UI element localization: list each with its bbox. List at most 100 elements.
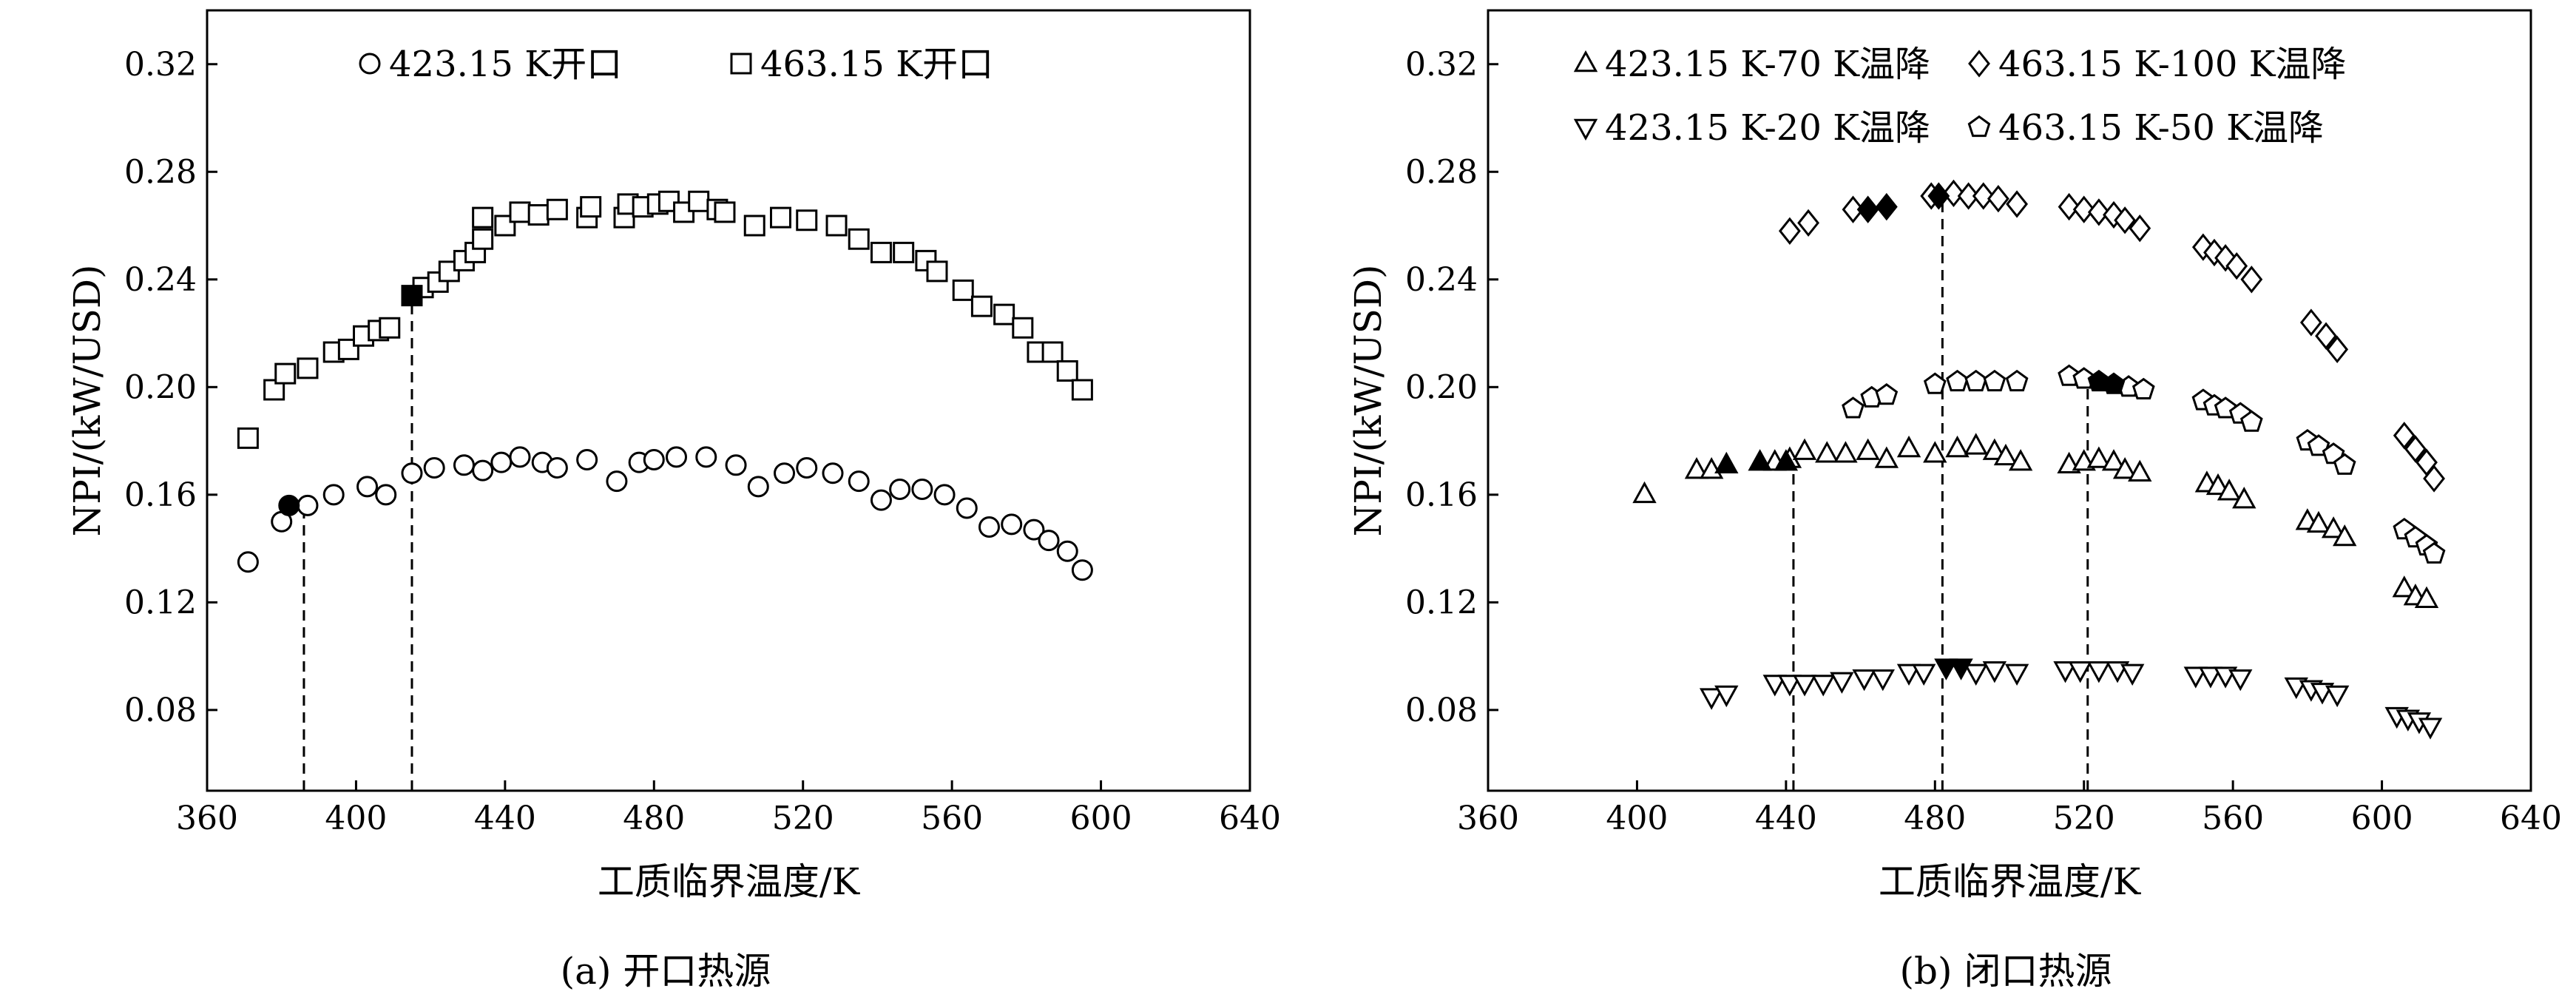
x-tick-label: 600 [1070,800,1132,837]
data-point [1923,372,1947,394]
data-point [1815,441,1839,463]
data-point [2114,206,2137,234]
data-point [2072,195,2095,223]
series-diamond [1778,179,2445,493]
data-point [2404,435,2427,463]
data-point [401,462,423,484]
highlight-point [1774,449,1799,471]
data-point [2414,586,2439,608]
data-point [1699,688,1724,710]
data-point [546,456,568,479]
y-tick-label: 0.16 [124,476,197,514]
data-point [509,201,531,223]
highlight-point [2102,372,2126,394]
data-point [1942,179,1965,208]
x-tick-label: 440 [1755,800,1817,837]
data-point [1023,519,1045,541]
data-point [2191,233,2214,261]
data-point [580,196,602,218]
legend-label: 463.15 K-100 K温降 [1998,44,2347,85]
y-tick-label: 0.12 [124,584,197,621]
legend: 423.15 K开口 463.15 K开口 [359,44,993,85]
data-point [2120,663,2145,686]
data-point [2101,449,2126,471]
data-point [297,494,319,516]
data-point [2326,335,2349,364]
data-point [993,303,1015,325]
data-point [643,449,665,471]
x-tick-label: 480 [623,800,685,837]
data-point [2183,666,2208,689]
y-axis-label: NPI/(kW/USD) [1347,264,1390,536]
x-tick-label: 640 [1219,800,1281,837]
data-point [1797,209,1819,237]
x-tick-label: 360 [176,800,238,837]
data-point [2058,192,2080,221]
data-point [1842,195,1865,223]
x-axis-label: 工质临界温度/K [1879,860,2142,903]
highlight-point [401,285,423,307]
data-point [933,484,956,506]
data-point [2423,465,2445,493]
x-axis-label: 工质临界温度/K [598,860,861,903]
data-point [956,497,978,519]
data-point [1987,185,2009,213]
data-point [774,462,796,484]
data-point [688,190,710,212]
data-point [1778,217,1801,245]
plot-frame [1487,9,2532,792]
data-point [1833,441,1858,463]
highlight-point [1934,658,1958,681]
data-point [472,459,494,482]
y-tick-label: 0.32 [124,46,197,84]
caption-b: (b) 闭口热源 [1900,950,2112,993]
legend-label: 423.15 K开口 [389,44,622,85]
data-point [1983,369,2007,392]
data-point [1896,435,1921,458]
data-point [2240,266,2263,294]
data-point [1852,669,1876,692]
data-point [1911,663,1936,686]
data-point [490,451,513,473]
data-point [1056,540,1078,562]
data-point [472,206,494,229]
highlight-point [1714,451,1739,474]
data-point [1875,383,1899,405]
data-point [1982,438,2007,460]
x-tick-label: 520 [772,800,834,837]
data-point [1964,369,1988,392]
data-point [274,362,297,385]
series-triangle-down [1699,658,2443,740]
data-point [1056,359,1078,382]
data-point [695,446,717,468]
data-point [1071,559,1093,581]
data-point [2325,685,2350,708]
data-point [1896,663,1921,686]
data-point [546,198,568,220]
data-point [848,470,870,493]
y-tick-label: 0.24 [124,261,197,299]
x-tick-label: 640 [2500,800,2562,837]
x-tick-label: 400 [1606,800,1668,837]
x-tick-label: 560 [2202,800,2264,837]
data-point [2068,661,2092,683]
data-point [1041,341,1064,363]
data-point [2132,377,2155,399]
highlight-point [1748,449,1772,471]
data-point [1038,530,1060,552]
data-point [2418,717,2443,740]
data-point [889,479,911,501]
data-point [1684,457,1709,479]
legend-marker [1967,115,1991,138]
data-point [1012,317,1034,339]
data-point [978,516,1000,538]
data-point [1777,675,1802,697]
legend-marker [1573,118,1598,141]
data-point [379,317,401,339]
y-tick-label: 0.28 [1405,153,1478,191]
data-point [2198,666,2223,689]
data-point [2321,516,2346,538]
y-tick-label: 0.16 [1405,476,1478,514]
data-point [2228,669,2253,692]
